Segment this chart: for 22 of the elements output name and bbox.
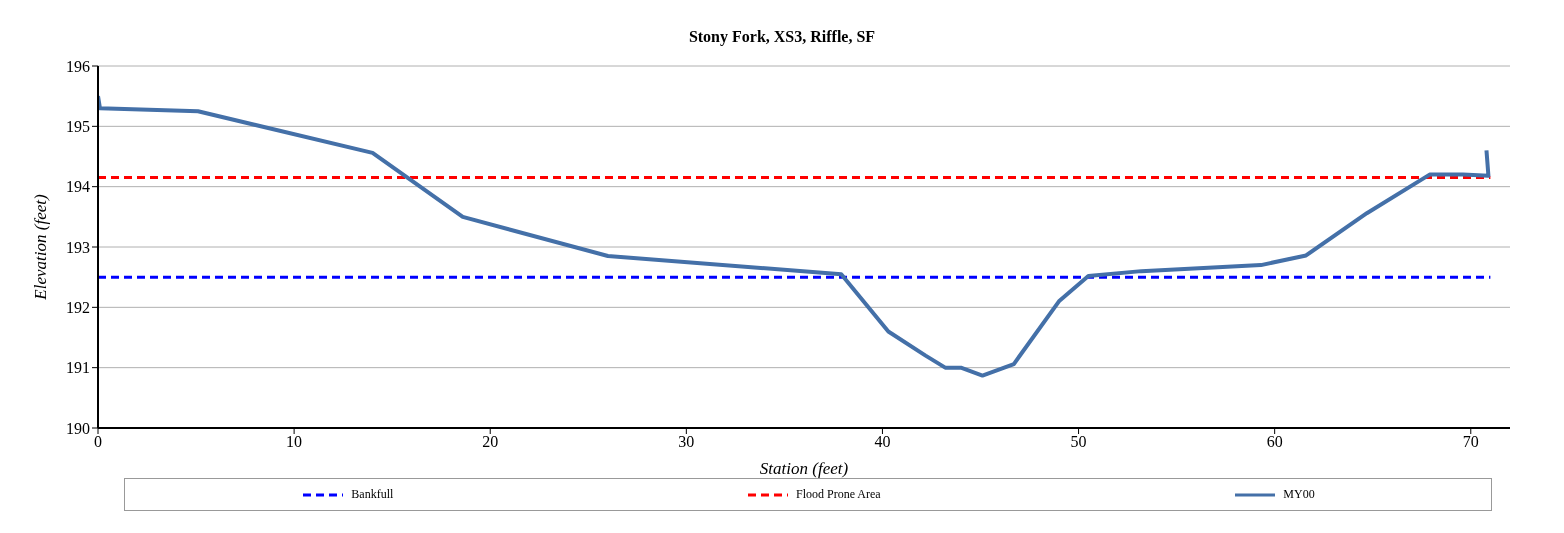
x-axis-title: Station (feet) [759,459,849,478]
chart-title: Stony Fork, XS3, Riffle, SF [687,27,877,48]
x-tick-label: 30 [678,433,695,451]
legend-label: Flood Prone Area [795,487,881,502]
y-tick-label: 195 [66,118,90,136]
y-tick-label: 196 [66,57,90,75]
x-tick-label: 20 [482,433,499,451]
x-tick-label: 40 [874,433,891,451]
legend-label: MY00 [1283,487,1315,502]
y-tick-label: 191 [66,359,90,377]
y-tick-label: 194 [66,178,90,196]
x-tick-label: 70 [1462,433,1479,451]
legend-label: Bankfull [351,487,394,502]
y-tick-label: 192 [66,299,90,317]
x-tick-label: 50 [1070,433,1087,451]
x-tick-label: 10 [286,433,303,451]
x-tick-label: 0 [94,433,102,451]
y-axis-title: Elevation (feet) [31,194,51,301]
y-tick-label: 190 [66,419,90,437]
x-tick-label: 60 [1266,433,1283,451]
line-series [98,94,1491,378]
y-tick-label: 193 [66,238,90,256]
